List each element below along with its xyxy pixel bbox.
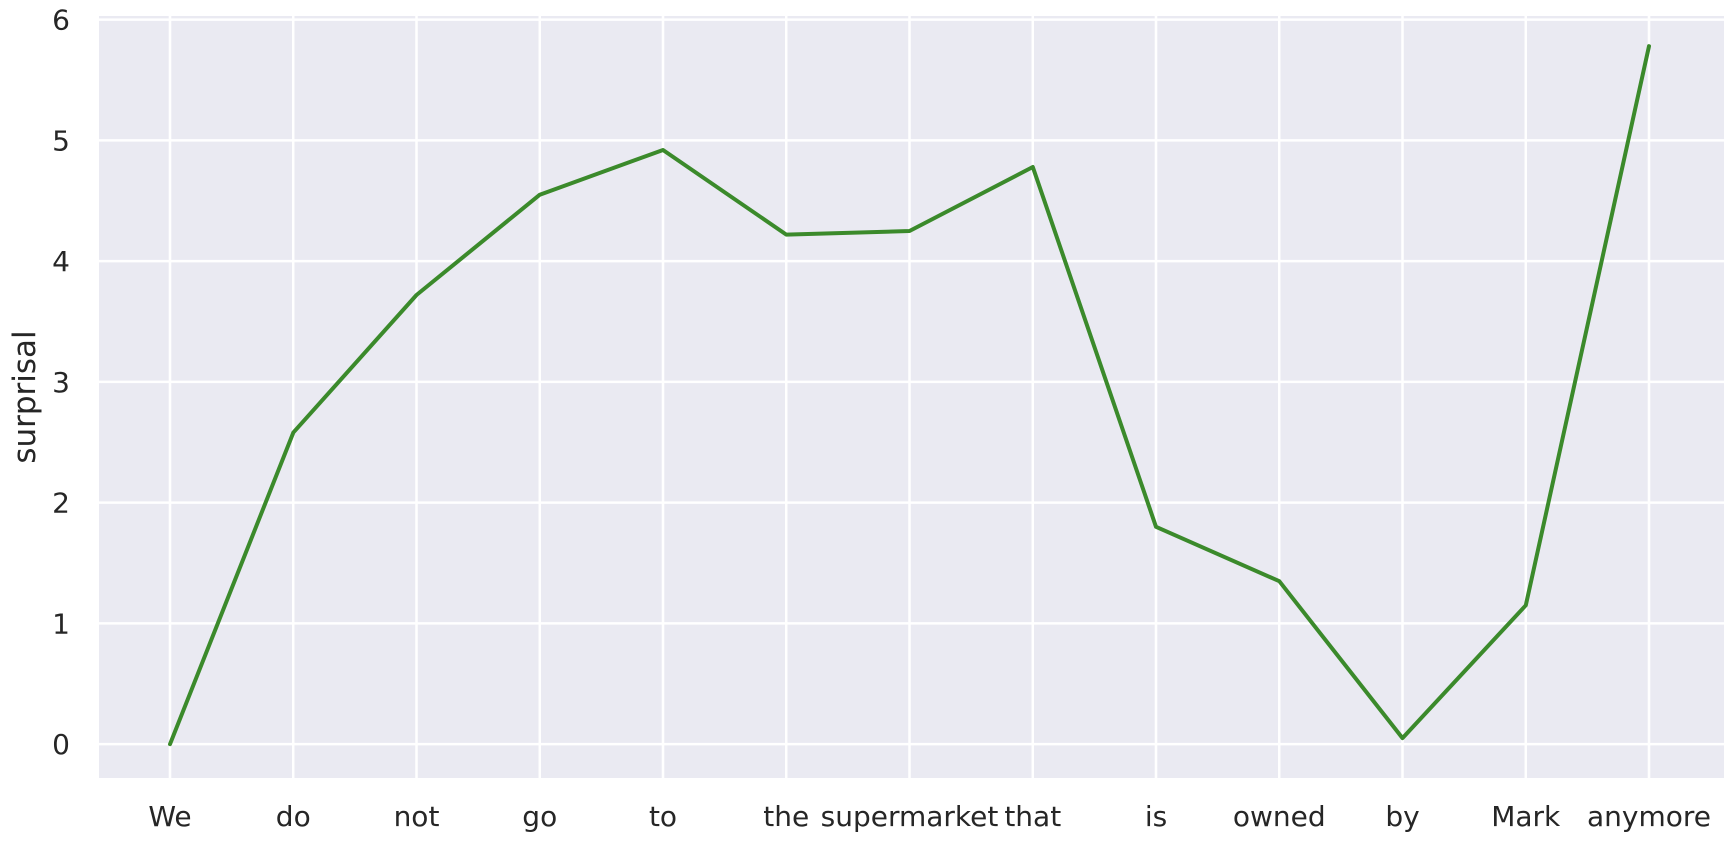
x-tick-label: Mark (1491, 800, 1561, 833)
x-tick-label: owned (1233, 800, 1326, 833)
surprisal-series-line (168, 44, 1651, 747)
grid-lines (99, 16, 1724, 778)
y-tick-label: 4 (52, 245, 70, 278)
x-tick-label: by (1385, 800, 1419, 833)
plot-background (99, 16, 1724, 778)
y-tick-label: 1 (52, 607, 70, 640)
x-tick-label: to (649, 800, 677, 833)
x-axis-ticks: We do not go to the supermarket that is owned by Ma… (148, 800, 1711, 833)
y-axis-ticks: 0 1 2 3 4 5 6 (52, 4, 70, 762)
x-tick-label: do (276, 800, 311, 833)
y-axis-label: surprisal (7, 330, 43, 463)
x-tick-label: not (394, 800, 440, 833)
x-tick-label: go (522, 800, 557, 833)
x-tick-label: is (1145, 800, 1167, 833)
x-tick-label: the (763, 800, 809, 833)
y-tick-label: 6 (52, 4, 70, 37)
y-tick-label: 2 (52, 487, 70, 520)
y-tick-label: 3 (52, 366, 70, 399)
y-tick-label: 0 (52, 728, 70, 761)
x-tick-label: We (148, 800, 191, 833)
x-tick-label: anymore (1587, 800, 1711, 833)
x-tick-label: that (1004, 800, 1061, 833)
x-tick-label: supermarket (821, 800, 999, 833)
y-tick-label: 5 (52, 124, 70, 157)
